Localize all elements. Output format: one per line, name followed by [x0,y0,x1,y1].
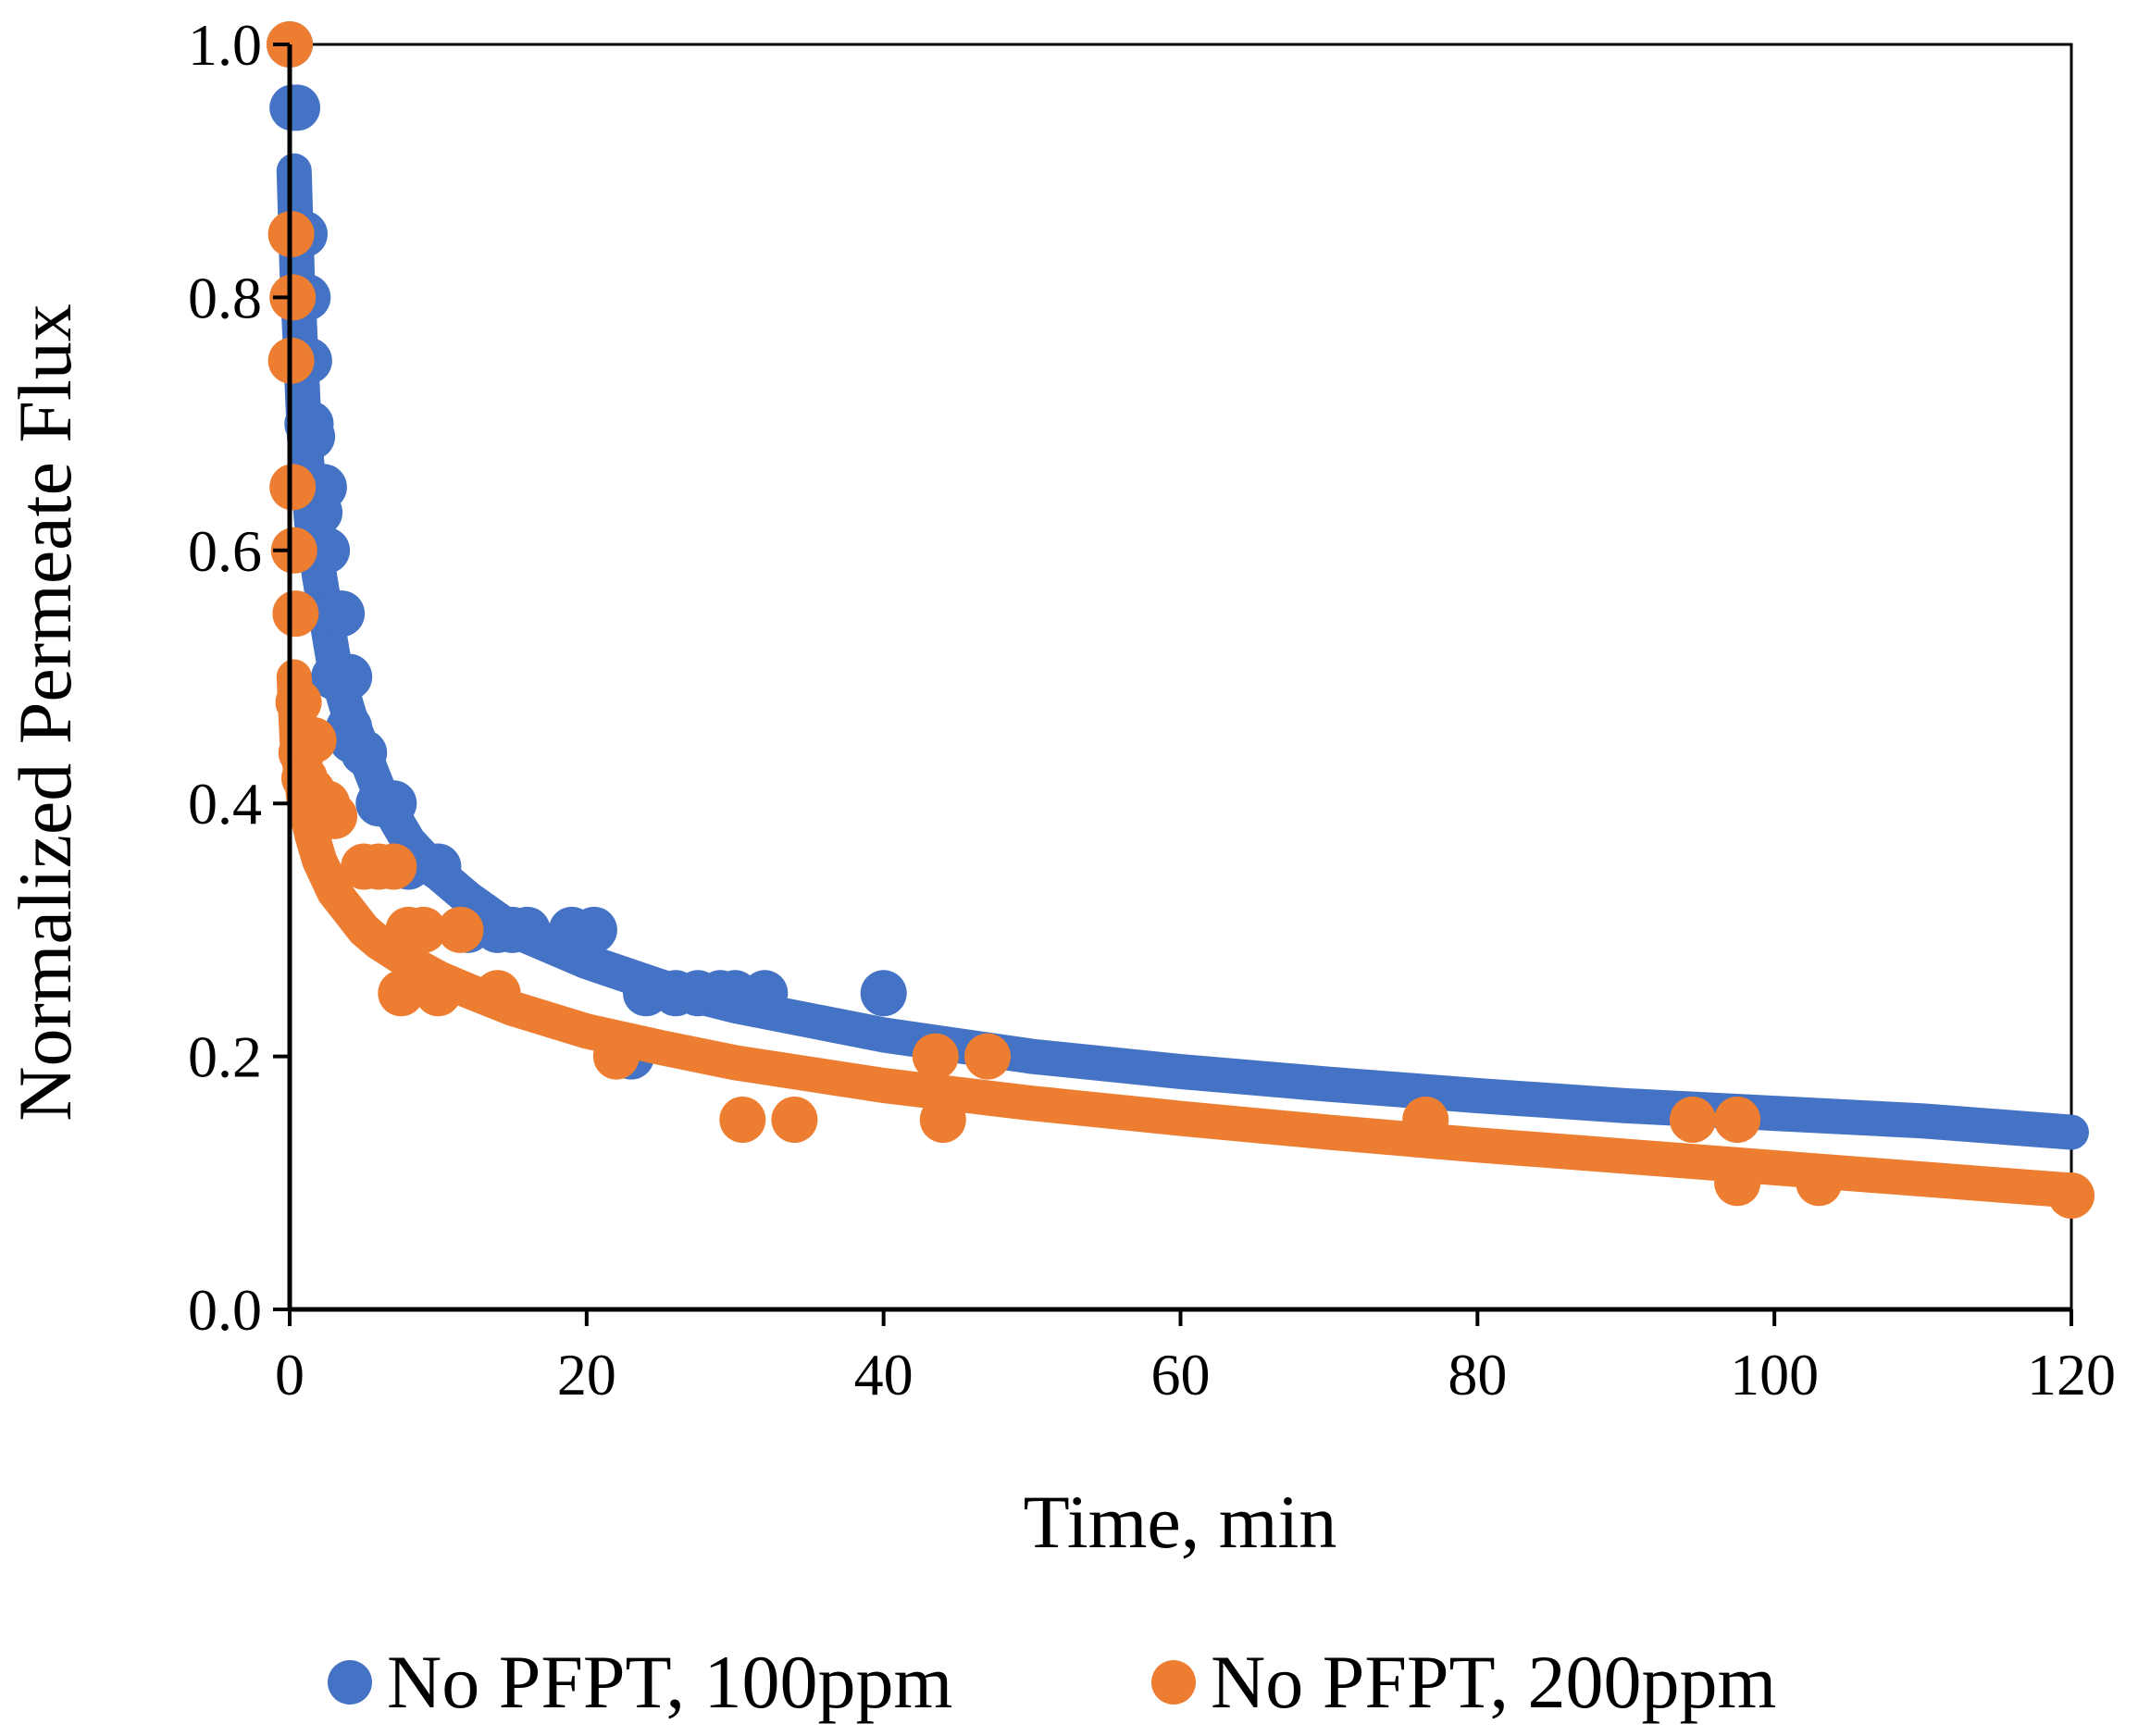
x-tick-label: 60 [1151,1342,1211,1407]
data-point [592,1033,640,1080]
y-tick-label: 0.6 [188,518,262,584]
data-point [1796,1159,1843,1207]
data-point [503,906,551,953]
axes: 0.0 0.2 0.4 0.6 0.8 1.0 0 20 40 60 80 100 120 [188,12,2116,1407]
data-point [474,970,521,1017]
data-point [341,729,388,776]
legend-marker-series-1 [328,1660,372,1705]
data-point [570,906,617,953]
x-tick-label: 100 [1730,1342,1819,1407]
data-point [311,792,358,839]
y-tick-label: 0.0 [188,1277,262,1343]
series-2 [267,21,2094,1219]
x-tick-label: 0 [275,1342,305,1407]
data-point [270,527,317,574]
fit-curve-series-1 [276,153,2089,1150]
data-point [326,653,373,701]
x-tick-label: 80 [1448,1342,1507,1407]
data-point [370,780,417,827]
data-point [1402,1097,1449,1143]
data-point [860,970,907,1017]
x-tick-label: 40 [854,1342,914,1407]
data-point [289,413,336,460]
data-point [318,590,366,638]
data-point [1669,1097,1716,1143]
data-point [912,1033,959,1080]
data-point [275,678,322,725]
data-point [415,843,462,890]
legend: No PFPT, 100ppm No PFPT, 200ppm [328,1640,1776,1724]
data-point [370,843,417,890]
data-point [1714,1097,1761,1143]
legend-marker-series-2 [1151,1660,1196,1705]
data-point [919,1097,966,1143]
x-tick-label: 120 [2027,1342,2116,1407]
legend-label-series-2: No PFPT, 200ppm [1211,1640,1776,1724]
data-point [964,1033,1011,1080]
data-point [272,590,319,638]
x-axis-title: Time, min [1024,1480,1337,1564]
data-point [741,970,789,1017]
data-point [400,906,447,953]
data-point [1714,1159,1761,1207]
data-point [437,906,484,953]
y-tick-label: 0.4 [188,771,262,837]
y-tick-label: 0.2 [188,1024,262,1090]
data-point [415,970,462,1017]
data-point [269,464,317,511]
y-axis-title: Normalized Permeate Flux [3,304,87,1122]
data-point [304,527,351,574]
data-point [719,1097,766,1143]
data-point [290,716,337,763]
series-1 [267,21,2089,1150]
legend-label-series-1: No PFPT, 100ppm [387,1640,952,1724]
y-tick-label: 1.0 [188,12,262,78]
series-layer [267,21,2094,1219]
data-point [771,1097,818,1143]
data-point [378,970,425,1017]
data-point [269,274,317,321]
y-tick-label: 0.8 [188,265,262,330]
data-point [2048,1172,2094,1219]
data-point [274,84,320,131]
x-tick-label: 20 [557,1342,616,1407]
